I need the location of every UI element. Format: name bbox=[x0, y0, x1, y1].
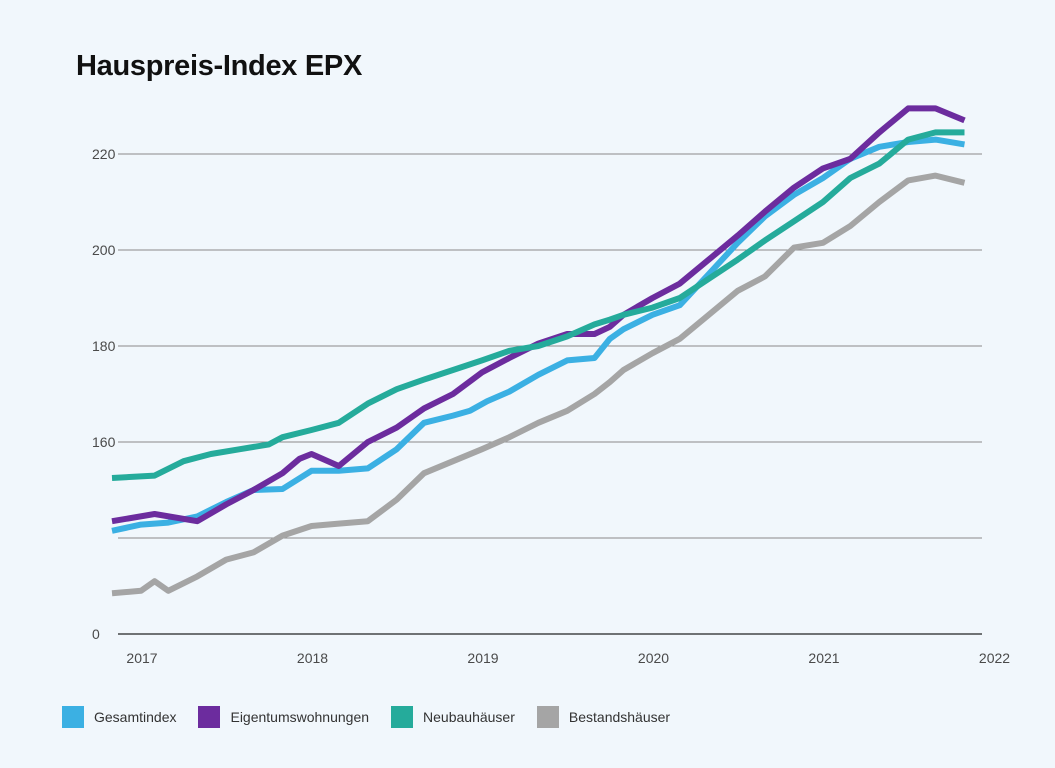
legend-label: Gesamtindex bbox=[94, 709, 177, 725]
x-tick-label: 2021 bbox=[808, 650, 839, 666]
series-line-gesamtindex bbox=[111, 136, 965, 534]
series-line-neubauh-user bbox=[111, 129, 965, 481]
legend-swatch bbox=[536, 706, 559, 728]
legend-label: Bestandshäuser bbox=[568, 709, 671, 725]
legend-item: Gesamtindex bbox=[62, 706, 176, 728]
legend-swatch bbox=[62, 706, 84, 728]
y-tick-label: 0 bbox=[92, 626, 100, 642]
legend-label: Neubauhäuser bbox=[423, 709, 515, 725]
grid-lines bbox=[118, 153, 982, 635]
x-axis-tick-labels: 2017 2018 2019 2020 2021 2022 bbox=[126, 650, 1010, 666]
y-axis-tick-labels: 0 160 180 200 220 bbox=[92, 146, 116, 642]
y-tick-label: 180 bbox=[92, 338, 116, 354]
legend: Gesamtindex Eigentumswohnungen Neubauhäuse… bbox=[62, 706, 692, 728]
chart-title: Hauspreis-Index EPX bbox=[76, 50, 363, 82]
series-lines bbox=[111, 105, 966, 597]
y-tick-label: 220 bbox=[92, 146, 116, 162]
series-line-bestandsh-user bbox=[111, 172, 966, 597]
legend-swatch bbox=[391, 706, 414, 728]
x-tick-label: 2018 bbox=[297, 650, 328, 666]
x-tick-label: 2022 bbox=[979, 650, 1010, 666]
legend-swatch bbox=[198, 706, 221, 728]
y-tick-label: 160 bbox=[92, 434, 116, 450]
legend-label: Eigentumswohnungen bbox=[230, 709, 370, 725]
y-tick-label: 200 bbox=[92, 242, 116, 258]
x-tick-label: 2020 bbox=[638, 650, 669, 666]
legend-item: Bestandshäuser bbox=[536, 706, 671, 728]
x-tick-label: 2017 bbox=[126, 650, 157, 666]
x-tick-label: 2019 bbox=[467, 650, 498, 666]
legend-item: Neubauhäuser bbox=[391, 706, 515, 728]
legend-item: Eigentumswohnungen bbox=[198, 706, 369, 728]
